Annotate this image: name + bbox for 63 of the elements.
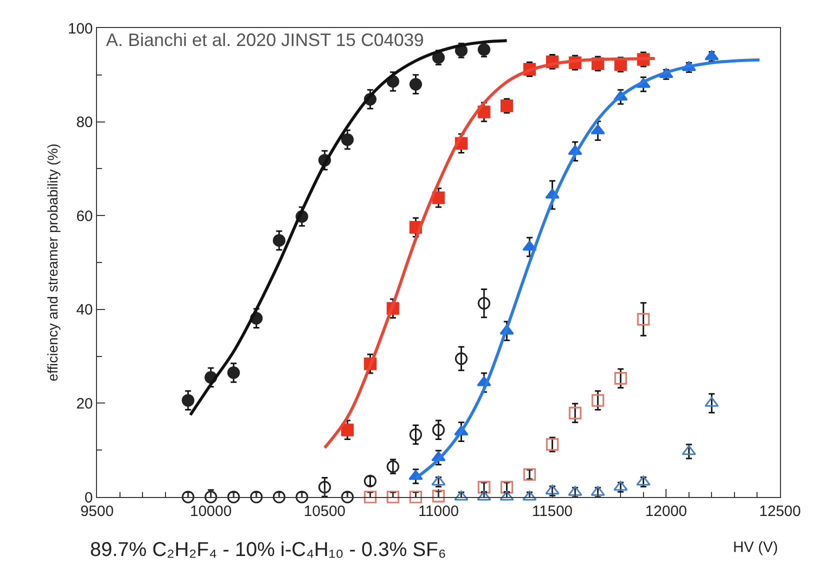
point: [341, 490, 354, 504]
x-tick-label: 11000: [418, 503, 459, 520]
x-tick-label: 12000: [645, 503, 688, 520]
point: [272, 234, 286, 247]
point: [454, 490, 468, 501]
point: [409, 78, 422, 91]
point: [182, 490, 194, 504]
x-tick-label: 11500: [532, 503, 573, 520]
point: [478, 43, 490, 56]
point: [432, 490, 445, 502]
point: [250, 490, 263, 504]
point: [341, 424, 354, 436]
point: [409, 490, 422, 504]
text: 89.7% C₂H₂F₄ - 10% i-C₄H₁₀ - 0.3% SF₆: [90, 539, 446, 561]
point: [227, 490, 240, 504]
y-tick-label: 40: [76, 302, 93, 319]
point: [546, 438, 559, 451]
point: [386, 490, 400, 504]
line-series: [323, 56, 656, 450]
point: [500, 490, 514, 501]
point: [409, 428, 422, 441]
point: [704, 50, 719, 60]
point: [182, 394, 194, 407]
point: [478, 297, 490, 310]
x-tick-label: 12500: [759, 503, 801, 520]
point: [614, 372, 627, 385]
point: [613, 480, 628, 491]
y-tick-label: 60: [76, 208, 93, 225]
point: [478, 480, 490, 494]
point: [296, 490, 308, 504]
point: [341, 133, 354, 146]
point: [227, 366, 240, 380]
point: [364, 474, 376, 488]
y-axis-title: efficiency and streamer probability (%): [44, 144, 60, 382]
point: [364, 490, 376, 504]
point: [500, 100, 514, 112]
x-tick-label: 10000: [190, 503, 232, 520]
x-axis-title: HV (V): [733, 539, 778, 556]
point: [704, 396, 719, 407]
point: [568, 406, 582, 420]
point: [204, 490, 218, 504]
point: [432, 424, 445, 436]
y-tick-label: 80: [76, 114, 93, 132]
point: [431, 476, 446, 486]
x-tick-label: 10500: [304, 503, 346, 520]
point: [590, 124, 606, 134]
point: [682, 445, 696, 456]
point: [636, 476, 651, 486]
y-tick-label: 20: [76, 395, 93, 412]
point: [454, 352, 468, 365]
point: [637, 312, 650, 326]
annotation: A. Bianchi et al. 2020 JINST 15 C04039: [106, 30, 424, 50]
point: [432, 191, 445, 204]
point: [476, 490, 492, 501]
y-tick-label: 100: [68, 20, 93, 38]
point: [318, 480, 331, 494]
point: [386, 460, 400, 473]
point: [500, 480, 514, 494]
point: [592, 394, 604, 407]
point: [522, 490, 537, 501]
point: [432, 51, 445, 64]
point: [272, 490, 286, 504]
point: [523, 468, 536, 481]
